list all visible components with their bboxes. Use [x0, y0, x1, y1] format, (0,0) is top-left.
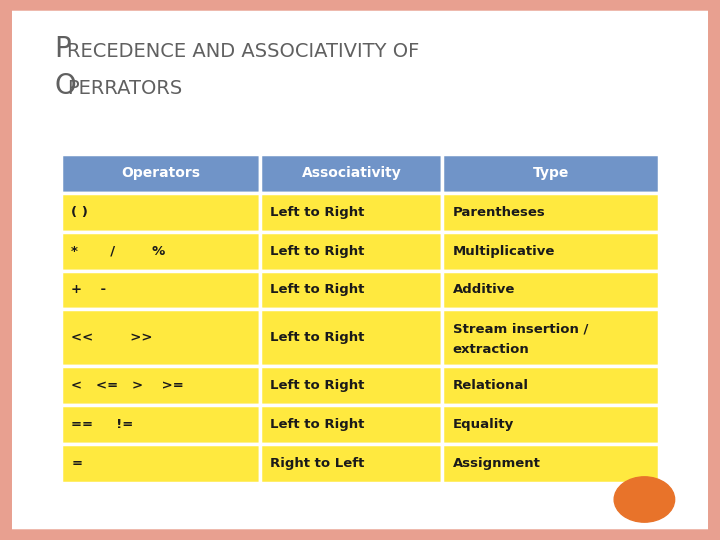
Text: *       /        %: * / %: [71, 245, 166, 258]
Bar: [443, 154, 659, 193]
Text: ( ): ( ): [71, 206, 88, 219]
Text: extraction: extraction: [453, 342, 529, 356]
Text: Left to Right: Left to Right: [270, 418, 364, 431]
Text: ==     !=: == !=: [71, 418, 133, 431]
Text: +    -: + -: [71, 284, 107, 296]
Text: =: =: [71, 457, 82, 470]
Bar: [260, 271, 443, 309]
Bar: [443, 193, 659, 232]
Text: Left to Right: Left to Right: [270, 245, 364, 258]
Text: RECEDENCE AND ASSOCIATIVITY OF: RECEDENCE AND ASSOCIATIVITY OF: [67, 42, 419, 60]
Text: Operators: Operators: [121, 166, 200, 180]
Text: Equality: Equality: [453, 418, 514, 431]
Bar: [61, 232, 260, 271]
Bar: [443, 444, 659, 483]
Bar: [443, 405, 659, 444]
Bar: [260, 193, 443, 232]
Text: Right to Left: Right to Left: [270, 457, 364, 470]
Bar: [260, 154, 443, 193]
Text: Associativity: Associativity: [302, 166, 401, 180]
Text: Left to Right: Left to Right: [270, 331, 364, 345]
Bar: [443, 271, 659, 309]
Text: Relational: Relational: [453, 379, 528, 392]
Bar: [61, 444, 260, 483]
Text: Additive: Additive: [453, 284, 515, 296]
Text: Left to Right: Left to Right: [270, 206, 364, 219]
Text: Multiplicative: Multiplicative: [453, 245, 555, 258]
Text: Left to Right: Left to Right: [270, 379, 364, 392]
Bar: [61, 193, 260, 232]
Bar: [443, 309, 659, 366]
Bar: [61, 271, 260, 309]
Bar: [61, 366, 260, 405]
Text: Stream insertion /: Stream insertion /: [453, 323, 588, 336]
Circle shape: [614, 477, 675, 522]
Bar: [61, 405, 260, 444]
Bar: [443, 366, 659, 405]
Text: Assignment: Assignment: [453, 457, 541, 470]
Text: P: P: [54, 35, 71, 63]
Text: Left to Right: Left to Right: [270, 284, 364, 296]
Bar: [260, 366, 443, 405]
Text: PERRATORS: PERRATORS: [67, 79, 182, 98]
Bar: [260, 232, 443, 271]
Text: <<        >>: << >>: [71, 331, 153, 345]
Text: <   <=   >    >=: < <= > >=: [71, 379, 184, 392]
Bar: [443, 232, 659, 271]
Text: O: O: [54, 72, 76, 100]
Bar: [61, 154, 260, 193]
Bar: [260, 444, 443, 483]
Bar: [260, 309, 443, 366]
Bar: [260, 405, 443, 444]
Text: Parentheses: Parentheses: [453, 206, 545, 219]
Text: Type: Type: [533, 166, 569, 180]
Bar: [61, 309, 260, 366]
